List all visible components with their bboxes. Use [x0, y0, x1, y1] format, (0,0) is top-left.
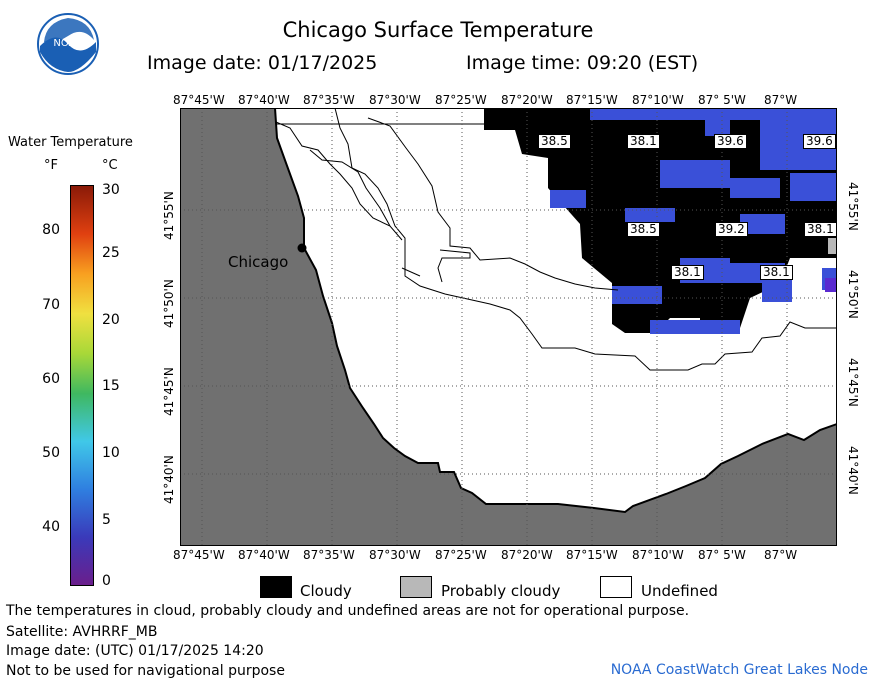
city-label-chicago: Chicago [228, 253, 289, 271]
latitude-label: 41°50'N [846, 270, 860, 319]
colorbar-tick-c: 10 [102, 445, 120, 461]
longitude-label: 87°40'W [238, 548, 290, 562]
footer-satellite: Satellite: AVHRRF_MB [6, 624, 158, 640]
temp-value: 38.1 [671, 265, 704, 280]
colorbar-tick-f: 70 [42, 297, 60, 313]
latitude-label: 41°45'N [162, 367, 176, 416]
longitude-label: 87°45'W [173, 548, 225, 562]
land-west [180, 108, 837, 546]
longitude-label: 87°W [764, 93, 798, 107]
graticule [180, 108, 837, 546]
longitude-label: 87°35'W [303, 93, 355, 107]
colorbar-title: Water Temperature [8, 135, 133, 150]
colorbar-tick-c: 25 [102, 245, 120, 261]
temp-value: 39.6 [714, 134, 747, 149]
latitude-label: 41°50'N [162, 279, 176, 328]
image-time: Image time: 09:20 (EST) [466, 52, 699, 74]
temperature-map [180, 108, 837, 546]
longitude-label: 87°20'W [501, 548, 553, 562]
legend-label-cloudy: Cloudy [300, 582, 352, 600]
noaa-logo: NOAA [37, 13, 99, 75]
colorbar-tick-c: 5 [102, 512, 111, 528]
longitude-label: 87°15'W [566, 548, 618, 562]
temperature-colorbar [70, 185, 94, 586]
longitude-label: 87°25'W [435, 93, 487, 107]
colorbar-tick-c: 20 [102, 312, 120, 328]
latitude-label: 41°55'N [846, 182, 860, 231]
temp-value: 38.5 [627, 222, 660, 237]
legend-swatch-undefined [600, 576, 632, 598]
longitude-label: 87° 5'W [698, 548, 746, 562]
depth-contours [275, 108, 837, 371]
latitude-label: 41°40'N [846, 446, 860, 495]
legend-swatch-probably-cloudy [400, 576, 432, 598]
chicago-marker [297, 243, 307, 253]
colorbar-tick-c: 30 [102, 182, 120, 198]
colorbar-tick-f: 60 [42, 371, 60, 387]
longitude-label: 87°20'W [501, 93, 553, 107]
longitude-label: 87°45'W [173, 93, 225, 107]
longitude-label: 87°40'W [238, 93, 290, 107]
latitude-label: 41°45'N [846, 358, 860, 407]
colorbar-tick-c: 0 [102, 573, 111, 589]
temp-value: 38.1 [760, 265, 793, 280]
colorbar-tick-f: 40 [42, 519, 60, 535]
longitude-label: 87°30'W [369, 548, 421, 562]
temp-value: 38.1 [804, 222, 837, 237]
temp-value: 39.6 [803, 134, 836, 149]
temp-value: 39.2 [715, 222, 748, 237]
colorbar-tick-c: 15 [102, 378, 120, 394]
longitude-label: 87°15'W [566, 93, 618, 107]
temp-value: 38.1 [627, 134, 660, 149]
unit-celsius: °C [102, 158, 118, 173]
colorbar-tick-f: 80 [42, 222, 60, 238]
longitude-label: 87°10'W [632, 93, 684, 107]
footer-credit: NOAA CoastWatch Great Lakes Node [610, 662, 868, 678]
longitude-label: 87°W [764, 548, 798, 562]
temp-value: 38.5 [538, 134, 571, 149]
footer-note: The temperatures in cloud, probably clou… [6, 603, 690, 619]
legend-label-probably-cloudy: Probably cloudy [441, 582, 561, 600]
image-date: Image date: 01/17/2025 [147, 52, 378, 74]
page-title: Chicago Surface Temperature [282, 18, 594, 42]
longitude-label: 87°25'W [435, 548, 487, 562]
legend-swatch-cloudy [260, 576, 292, 598]
longitude-label: 87°10'W [632, 548, 684, 562]
footer-utc-date: Image date: (UTC) 01/17/2025 14:20 [6, 643, 264, 659]
logo-text: NOAA [53, 38, 82, 49]
footer-nav-warning: Not to be used for navigational purpose [6, 663, 285, 679]
longitude-label: 87° 5'W [698, 93, 746, 107]
latitude-label: 41°55'N [162, 191, 176, 240]
colorbar-tick-f: 50 [42, 445, 60, 461]
latitude-label: 41°40'N [162, 455, 176, 504]
longitude-label: 87°35'W [303, 548, 355, 562]
longitude-label: 87°30'W [369, 93, 421, 107]
unit-fahrenheit: °F [44, 158, 58, 173]
legend-label-undefined: Undefined [641, 582, 718, 600]
